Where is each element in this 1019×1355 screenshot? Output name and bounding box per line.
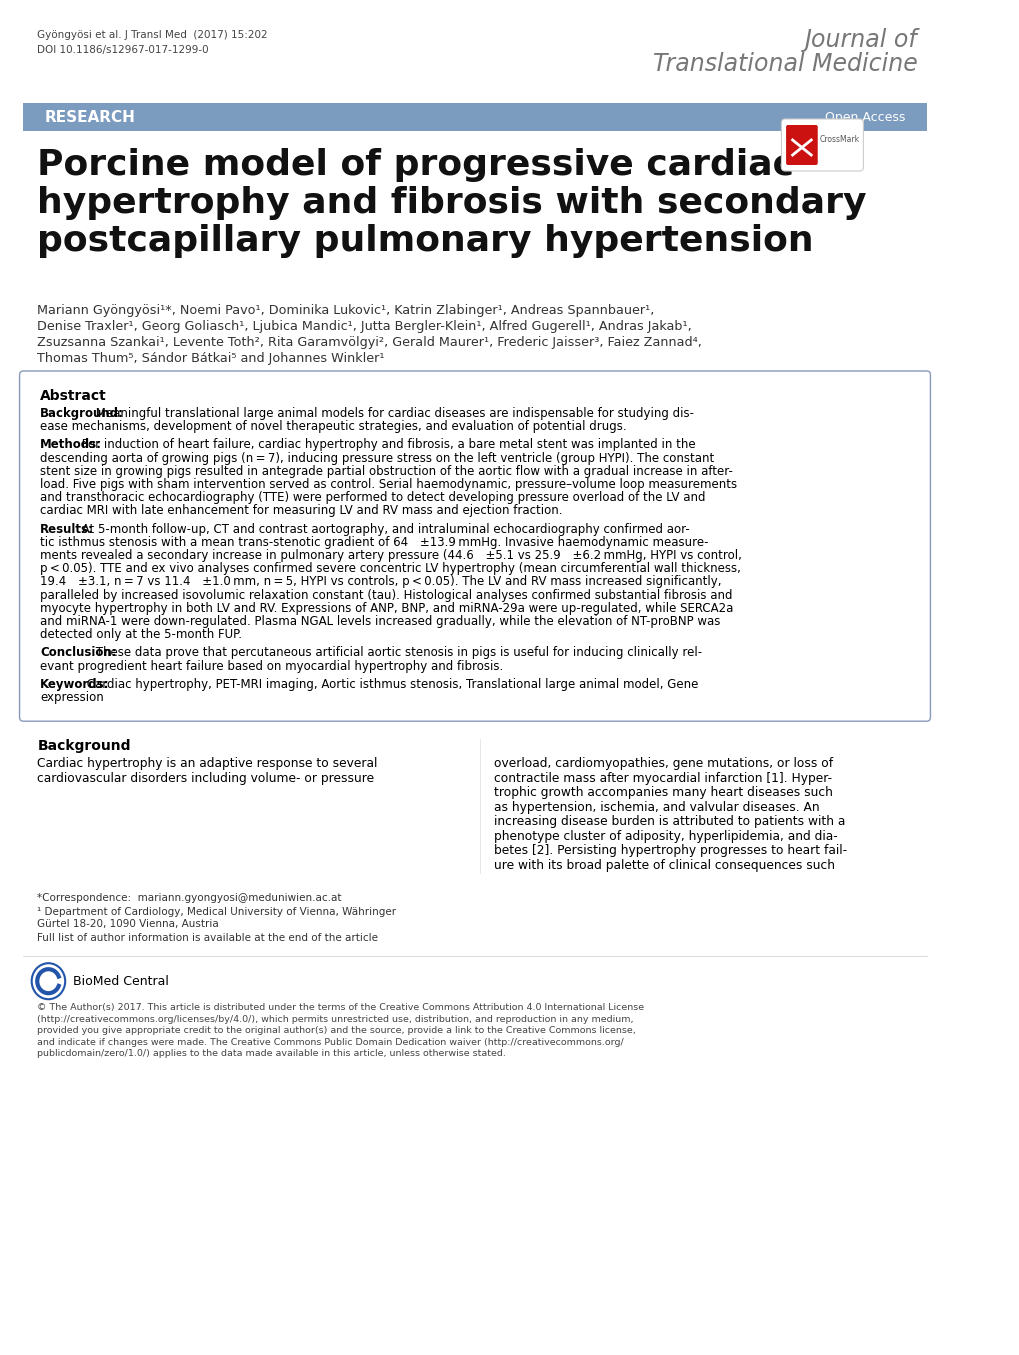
Text: as hypertension, ischemia, and valvular diseases. An: as hypertension, ischemia, and valvular …	[493, 801, 818, 814]
Text: stent size in growing pigs resulted in antegrade partial obstruction of the aort: stent size in growing pigs resulted in a…	[40, 465, 733, 478]
Text: Journal of: Journal of	[804, 28, 916, 51]
Bar	[23, 103, 926, 131]
Text: CrossMark: CrossMark	[819, 136, 859, 144]
Text: Conclusion:: Conclusion:	[40, 646, 116, 660]
Text: cardiac MRI with late enhancement for measuring LV and RV mass and ejection frac: cardiac MRI with late enhancement for me…	[40, 504, 562, 518]
Text: Methods:: Methods:	[40, 439, 102, 451]
Text: load. Five pigs with sham intervention served as control. Serial haemodynamic, p: load. Five pigs with sham intervention s…	[40, 478, 737, 491]
Text: ments revealed a secondary increase in pulmonary artery pressure (44.6 ±5.1 vs 2: ments revealed a secondary increase in p…	[40, 549, 741, 562]
Text: Mariann Gyöngyösi¹*, Noemi Pavo¹, Dominika Lukovic¹, Katrin Zlabinger¹, Andreas : Mariann Gyöngyösi¹*, Noemi Pavo¹, Domini…	[38, 304, 654, 317]
Text: For induction of heart failure, cardiac hypertrophy and fibrosis, a bare metal s: For induction of heart failure, cardiac …	[78, 439, 695, 451]
Text: BioMed Central: BioMed Central	[72, 976, 168, 988]
Text: Results:: Results:	[40, 523, 94, 535]
Text: Thomas Thum⁵, Sándor Bátkai⁵ and Johannes Winkler¹: Thomas Thum⁵, Sándor Bátkai⁵ and Johanne…	[38, 352, 384, 364]
Text: betes [2]. Persisting hypertrophy progresses to heart fail-: betes [2]. Persisting hypertrophy progre…	[493, 844, 846, 858]
Text: trophic growth accompanies many heart diseases such: trophic growth accompanies many heart di…	[493, 786, 832, 799]
Text: evant progredient heart failure based on myocardial hypertrophy and fibrosis.: evant progredient heart failure based on…	[40, 660, 502, 672]
Text: and indicate if changes were made. The Creative Commons Public Domain Dedication: and indicate if changes were made. The C…	[38, 1038, 624, 1046]
Text: © The Author(s) 2017. This article is distributed under the terms of the Creativ: © The Author(s) 2017. This article is di…	[38, 1003, 644, 1012]
Text: overload, cardiomyopathies, gene mutations, or loss of: overload, cardiomyopathies, gene mutatio…	[493, 757, 832, 770]
FancyBboxPatch shape	[781, 119, 862, 171]
Text: myocyte hypertrophy in both LV and RV. Expressions of ANP, BNP, and miRNA-29a we: myocyte hypertrophy in both LV and RV. E…	[40, 602, 733, 615]
Text: p < 0.05). TTE and ex vivo analyses confirmed severe concentric LV hypertrophy (: p < 0.05). TTE and ex vivo analyses conf…	[40, 562, 740, 576]
Text: Porcine model of progressive cardiac: Porcine model of progressive cardiac	[38, 148, 794, 182]
Text: ¹ Department of Cardiology, Medical University of Vienna, Währinger: ¹ Department of Cardiology, Medical Univ…	[38, 908, 396, 917]
Text: postcapillary pulmonary hypertension: postcapillary pulmonary hypertension	[38, 224, 813, 257]
Text: increasing disease burden is attributed to patients with a: increasing disease burden is attributed …	[493, 816, 844, 828]
Text: detected only at the 5-month FUP.: detected only at the 5-month FUP.	[40, 629, 242, 641]
Text: hypertrophy and fibrosis with secondary: hypertrophy and fibrosis with secondary	[38, 186, 866, 220]
Text: Gyöngyösi et al. J Transl Med  (2017) 15:202
DOI 10.1186/s12967-017-1299-0: Gyöngyösi et al. J Transl Med (2017) 15:…	[38, 30, 268, 54]
Text: tic isthmus stenosis with a mean trans-stenotic gradient of 64 ±13.9 mmHg. Invas: tic isthmus stenosis with a mean trans-s…	[40, 535, 708, 549]
Text: descending aorta of growing pigs (n = 7), inducing pressure stress on the left v: descending aorta of growing pigs (n = 7)…	[40, 451, 713, 465]
Text: RESEARCH: RESEARCH	[45, 110, 136, 125]
Text: provided you give appropriate credit to the original author(s) and the source, p: provided you give appropriate credit to …	[38, 1026, 636, 1035]
Text: Cardiac hypertrophy is an adaptive response to several: Cardiac hypertrophy is an adaptive respo…	[38, 757, 377, 770]
Text: phenotype cluster of adiposity, hyperlipidemia, and dia-: phenotype cluster of adiposity, hyperlip…	[493, 829, 837, 843]
FancyBboxPatch shape	[786, 125, 817, 165]
Text: Cardiac hypertrophy, PET-MRI imaging, Aortic isthmus stenosis, Translational lar: Cardiac hypertrophy, PET-MRI imaging, Ao…	[83, 678, 697, 691]
Text: publicdomain/zero/1.0/) applies to the data made available in this article, unle: publicdomain/zero/1.0/) applies to the d…	[38, 1049, 505, 1058]
Text: Background:: Background:	[40, 406, 123, 420]
Text: At 5-month follow-up, CT and contrast aortography, and intraluminal echocardiogr: At 5-month follow-up, CT and contrast ao…	[78, 523, 689, 535]
Text: (http://creativecommons.org/licenses/by/4.0/), which permits unrestricted use, d: (http://creativecommons.org/licenses/by/…	[38, 1015, 633, 1023]
Text: These data prove that percutaneous artificial aortic stenosis in pigs is useful : These data prove that percutaneous artif…	[92, 646, 702, 660]
Text: expression: expression	[40, 691, 104, 705]
Text: *Correspondence:  mariann.gyongyosi@meduniwien.ac.at: *Correspondence: mariann.gyongyosi@medun…	[38, 893, 341, 904]
Text: Keywords:: Keywords:	[40, 678, 109, 691]
Text: paralleled by increased isovolumic relaxation constant (tau). Histological analy: paralleled by increased isovolumic relax…	[40, 588, 732, 602]
Text: Meaningful translational large animal models for cardiac diseases are indispensa: Meaningful translational large animal mo…	[92, 406, 694, 420]
Text: ure with its broad palette of clinical consequences such: ure with its broad palette of clinical c…	[493, 859, 834, 871]
Text: Gürtel 18-20, 1090 Vienna, Austria: Gürtel 18-20, 1090 Vienna, Austria	[38, 919, 219, 930]
Text: Full list of author information is available at the end of the article: Full list of author information is avail…	[38, 934, 378, 943]
Text: Denise Traxler¹, Georg Goliasch¹, Ljubica Mandic¹, Jutta Bergler-Klein¹, Alfred : Denise Traxler¹, Georg Goliasch¹, Ljubic…	[38, 320, 691, 333]
Text: Open Access: Open Access	[824, 111, 905, 123]
Text: Abstract: Abstract	[40, 389, 107, 402]
Text: contractile mass after myocardial infarction [1]. Hyper-: contractile mass after myocardial infarc…	[493, 772, 830, 785]
Text: and miRNA-1 were down-regulated. Plasma NGAL levels increased gradually, while t: and miRNA-1 were down-regulated. Plasma …	[40, 615, 719, 627]
Text: ease mechanisms, development of novel therapeutic strategies, and evaluation of : ease mechanisms, development of novel th…	[40, 420, 626, 434]
Text: and transthoracic echocardiography (TTE) were performed to detect developing pre: and transthoracic echocardiography (TTE)…	[40, 492, 705, 504]
Circle shape	[32, 963, 65, 999]
FancyBboxPatch shape	[19, 371, 929, 721]
Text: Background: Background	[38, 740, 130, 753]
Text: Translational Medicine: Translational Medicine	[652, 51, 916, 76]
Text: 19.4 ±3.1, n = 7 vs 11.4 ±1.0 mm, n = 5, HYPI vs controls, p < 0.05). The LV and: 19.4 ±3.1, n = 7 vs 11.4 ±1.0 mm, n = 5,…	[40, 576, 720, 588]
Text: cardiovascular disorders including volume- or pressure: cardiovascular disorders including volum…	[38, 772, 374, 785]
Text: Zsuzsanna Szankai¹, Levente Toth², Rita Garamvölgyi², Gerald Maurer¹, Frederic J: Zsuzsanna Szankai¹, Levente Toth², Rita …	[38, 336, 701, 350]
